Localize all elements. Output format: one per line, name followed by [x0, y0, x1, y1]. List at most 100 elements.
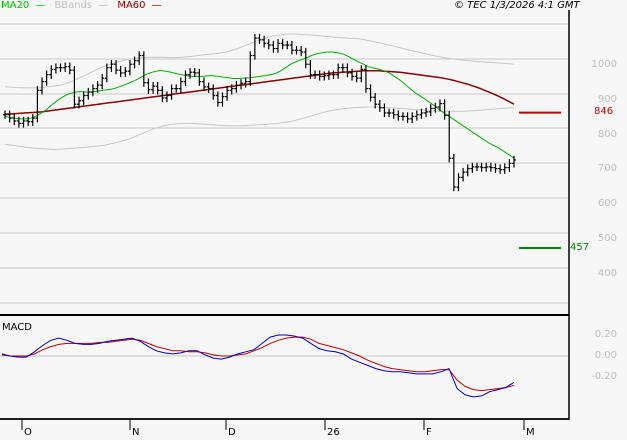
ma60-line: [5, 70, 515, 115]
ohlc-bar: [118, 65, 123, 78]
ohlc-bar: [428, 104, 433, 117]
macd-signal-line: [1, 336, 515, 392]
ohlc-bar: [95, 80, 100, 93]
ohlc-bar: [197, 68, 202, 86]
price-tick-label: 700: [597, 163, 617, 175]
ohlc-bar: [498, 164, 503, 174]
ohlc-bar: [373, 93, 378, 109]
ohlc-bar: [234, 80, 239, 93]
ohlc-bar: [141, 51, 146, 87]
ohlc-bar: [44, 70, 49, 86]
ohlc-bar: [442, 99, 447, 120]
ohlc-bar: [391, 108, 396, 119]
ohlc-bar: [340, 63, 345, 72]
ohlc-bar: [479, 162, 484, 172]
ohlc-bar: [53, 63, 58, 74]
ohlc-bar: [405, 112, 410, 124]
x-tick-label: 26: [327, 427, 340, 438]
ohlc-bar: [146, 78, 151, 94]
ohlc-bar: [456, 173, 461, 192]
ohlc-bar: [81, 91, 86, 105]
ohlc-bar: [201, 77, 206, 92]
ohlc-bar: [507, 159, 512, 172]
ohlc-bar: [382, 103, 387, 118]
ohlc-bar: [164, 91, 169, 103]
ohlc-bar: [350, 68, 355, 81]
ohlc-bar: [67, 62, 72, 75]
ohlc-bar: [12, 113, 17, 126]
resistance-level-label: 846: [594, 106, 614, 117]
ohlc-bar: [377, 100, 382, 112]
ohlc-bar: [313, 70, 318, 79]
ohlc-bar: [396, 110, 401, 121]
ohlc-bar: [331, 70, 336, 79]
ohlc-bar: [299, 46, 304, 57]
ohlc-bar: [285, 40, 290, 50]
ohlc-bar: [21, 116, 26, 128]
ohlc-bar: [363, 65, 368, 93]
ohlc-bar: [322, 71, 327, 81]
price-tick-label: 500: [597, 233, 617, 244]
ohlc-bar: [3, 110, 7, 119]
macd-tick-label: -0.20: [591, 371, 617, 382]
ohlc-bar: [220, 92, 225, 107]
macd-line: [1, 334, 515, 398]
ohlc-bar: [419, 108, 424, 119]
ohlc-bar: [72, 65, 77, 109]
price-tick-label: 900: [597, 93, 617, 105]
ohlc-bar: [49, 65, 54, 79]
ohlc-bar: [58, 63, 63, 72]
ohlc-bar: [437, 99, 442, 112]
legend-bbands: BBands —: [54, 0, 109, 11]
x-tick-label: O: [24, 427, 32, 438]
ohlc-bar: [400, 112, 405, 121]
ohlc-bar: [178, 77, 183, 93]
ohlc-bar: [280, 39, 285, 50]
legend-ma20: MA20—: [1, 0, 46, 11]
ohlc-bar: [354, 72, 359, 83]
ohlc-bar: [252, 33, 257, 60]
ohlc-bar: [26, 116, 31, 126]
ohlc-bar: [160, 86, 165, 103]
x-tick-label: N: [132, 427, 140, 438]
x-tick-label: F: [426, 427, 432, 438]
ohlc-bar: [424, 107, 429, 118]
ohlc-bar: [151, 81, 156, 94]
ohlc-bar: [512, 155, 516, 168]
ohlc-bar: [414, 110, 419, 121]
ohlc-bar: [90, 84, 95, 97]
ohlc-bar: [132, 56, 137, 69]
ohlc-bar: [7, 110, 12, 123]
ohlc-bar: [86, 87, 91, 100]
ohlc-bar: [257, 33, 262, 45]
ohlc-bar: [465, 164, 470, 177]
macd-tick-label: 0.00: [594, 350, 617, 361]
ohlc-bar: [109, 60, 114, 72]
ma20-line: [4, 51, 515, 159]
legend-ma60: MA60—: [117, 0, 162, 11]
ohlc-bar: [451, 154, 456, 192]
ohlc-bar: [188, 68, 193, 79]
ohlc-bar: [470, 162, 475, 173]
ohlc-bar: [303, 47, 308, 69]
ohlc-bar: [229, 84, 234, 95]
ohlc-bar: [104, 63, 109, 83]
ohlc-bar: [345, 63, 350, 78]
price-tick-label: 400: [597, 267, 617, 279]
ohlc-bar: [238, 79, 243, 90]
macd-tick-label: 0.20: [594, 329, 617, 340]
ohlc-bar: [294, 46, 299, 55]
ohlc-bar: [225, 86, 230, 101]
ohlc-bar: [100, 73, 105, 90]
ohlc-bar: [137, 51, 142, 65]
ohlc-bar: [368, 84, 373, 102]
bbands-lower-line: [4, 106, 515, 151]
ohlc-bar: [461, 167, 466, 182]
ohlc-bar: [211, 84, 216, 100]
copyright-timestamp: © TEC 1/3/2026 4:1 GMT: [454, 0, 580, 11]
ohlc-bar: [215, 91, 220, 107]
ohlc-bar: [317, 70, 322, 81]
ohlc-bar: [262, 35, 267, 48]
ohlc-bar: [206, 82, 211, 93]
